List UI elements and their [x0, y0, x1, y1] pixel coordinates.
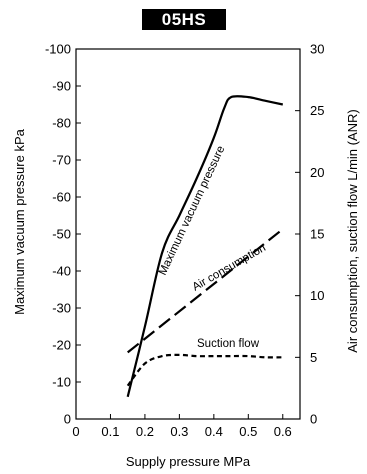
y-axis-left-label: Maximum vacuum pressure kPa — [12, 128, 27, 314]
annotation-air-consumption: Air consumption — [191, 242, 268, 294]
tick-layer: 0 0.1 0.2 0.3 0.4 0.5 0.6 0 -10 -20 -30 -40 -50 -60 -7… — [45, 42, 325, 440]
y-left-tick-label: -20 — [52, 338, 71, 353]
y-left-tick-label: -50 — [52, 227, 71, 242]
x-tick-label: 0.1 — [101, 424, 119, 439]
y-left-tick-label: -90 — [52, 79, 71, 94]
series-line-maximum-vacuum-pressure — [126, 95, 284, 398]
y-left-tick-label: -70 — [52, 153, 71, 168]
x-tick-label: 0.6 — [274, 424, 292, 439]
plot-frame — [75, 48, 301, 420]
title-background — [142, 9, 226, 30]
series-line-suction-flow — [126, 353, 283, 387]
y-right-tick-label: 30 — [310, 42, 324, 57]
series-layer — [126, 95, 284, 398]
y-left-tick-label: -10 — [52, 375, 71, 390]
x-tick-label: 0.3 — [170, 424, 188, 439]
y-left-tick-label: -30 — [52, 301, 71, 316]
annotation-suction-flow: Suction flow — [197, 338, 260, 350]
y-right-tick-label: 5 — [310, 350, 317, 365]
x-axis-label: Supply pressure MPa — [126, 454, 251, 469]
y-right-tick-label: 20 — [310, 165, 324, 180]
y-right-tick-label: 25 — [310, 103, 324, 118]
y-right-tick-label: 10 — [310, 288, 324, 303]
y-left-tick-label: -40 — [52, 264, 71, 279]
y-left-tick-label: -80 — [52, 116, 71, 131]
x-tick-label: 0 — [72, 424, 79, 439]
x-tick-label: 0.2 — [136, 424, 154, 439]
x-tick-label: 0.4 — [205, 424, 223, 439]
y-left-tick-label: 0 — [64, 412, 71, 427]
chart-title: 05HS — [162, 10, 207, 29]
y-left-tick-label: -60 — [52, 190, 71, 205]
y-left-tick-label: -100 — [45, 42, 71, 57]
y-right-tick-label: 15 — [310, 227, 324, 242]
y-right-tick-label: 0 — [310, 412, 317, 427]
series-line-air-consumption — [127, 228, 284, 354]
annotation-max-vacuum: Maximum vacuum pressure — [157, 144, 228, 277]
chart-title-badge: 05HS — [142, 9, 226, 30]
y-axis-right-label: Air consumption, suction flow L/min (ANR… — [345, 109, 360, 352]
x-tick-label: 0.5 — [239, 424, 257, 439]
